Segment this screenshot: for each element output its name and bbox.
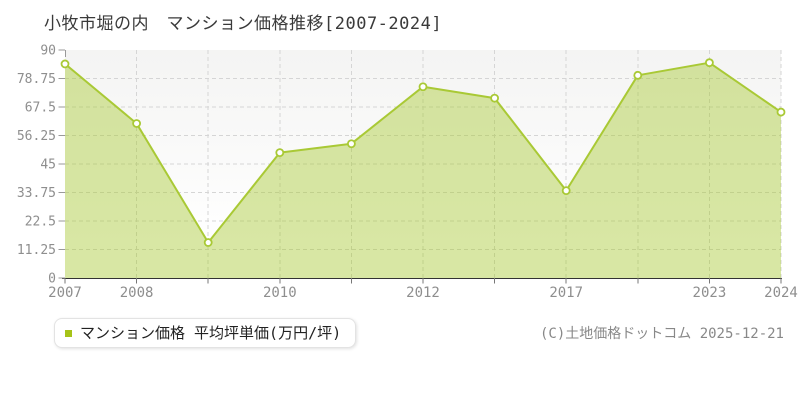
x-tick-label: 2024 — [764, 285, 798, 301]
y-tick-label: 67.5 — [25, 101, 56, 116]
legend-series-label: マンション価格 平均坪単価(万円/坪) — [80, 323, 342, 342]
x-tick-label: 2017 — [549, 285, 583, 301]
data-point-marker — [705, 58, 714, 68]
chart-title: 小牧市堀の内 マンション価格推移[2007-2024] — [44, 14, 443, 34]
data-point-marker — [203, 238, 213, 247]
copyright-text: (C)土地価格ドットコム 2025-12-21 — [539, 326, 784, 342]
data-point-marker — [561, 186, 571, 196]
legend: マンション価格 平均坪単価(万円/坪) — [54, 318, 357, 348]
y-tick-label: 0 — [48, 272, 56, 287]
y-tick-label: 11.25 — [17, 243, 56, 258]
y-tick-label: 22.5 — [25, 215, 56, 230]
data-point-marker — [132, 119, 142, 128]
data-point-marker — [60, 59, 70, 69]
y-tick-label: 56.25 — [17, 129, 56, 144]
data-point-marker — [346, 139, 356, 149]
data-point-marker — [275, 148, 285, 158]
x-tick-label: 2008 — [120, 285, 154, 301]
legend-series-marker-icon — [65, 329, 72, 337]
y-tick-label: 90 — [40, 44, 56, 59]
x-tick-label: 2010 — [263, 285, 297, 301]
x-tick-label: 2012 — [406, 285, 440, 301]
data-point-marker — [633, 70, 643, 80]
data-point-marker — [776, 107, 786, 117]
data-point-marker — [418, 82, 428, 92]
x-tick-label: 2007 — [48, 285, 82, 301]
price-area — [65, 62, 781, 279]
y-tick-label: 78.75 — [17, 72, 56, 87]
y-tick-label: 45 — [40, 158, 56, 173]
data-point-marker — [490, 93, 500, 103]
y-tick-label: 33.75 — [17, 186, 56, 201]
x-tick-label: 2023 — [693, 285, 727, 301]
